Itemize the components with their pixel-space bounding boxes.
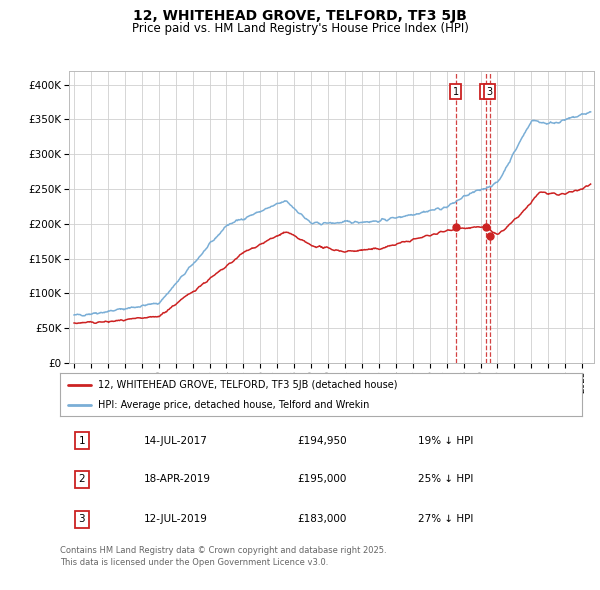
Text: 1: 1 bbox=[79, 435, 85, 445]
Text: £183,000: £183,000 bbox=[298, 514, 347, 525]
Text: Price paid vs. HM Land Registry's House Price Index (HPI): Price paid vs. HM Land Registry's House … bbox=[131, 22, 469, 35]
Text: 12-JUL-2019: 12-JUL-2019 bbox=[143, 514, 208, 525]
Text: This data is licensed under the Open Government Licence v3.0.: This data is licensed under the Open Gov… bbox=[60, 558, 328, 566]
Text: 3: 3 bbox=[487, 87, 493, 97]
Text: 18-APR-2019: 18-APR-2019 bbox=[143, 474, 211, 484]
Text: 3: 3 bbox=[79, 514, 85, 525]
Text: Contains HM Land Registry data © Crown copyright and database right 2025.: Contains HM Land Registry data © Crown c… bbox=[60, 546, 386, 555]
Text: HPI: Average price, detached house, Telford and Wrekin: HPI: Average price, detached house, Telf… bbox=[98, 401, 369, 410]
Text: 2: 2 bbox=[482, 87, 489, 97]
Text: 14-JUL-2017: 14-JUL-2017 bbox=[143, 435, 208, 445]
Text: 12, WHITEHEAD GROVE, TELFORD, TF3 5JB: 12, WHITEHEAD GROVE, TELFORD, TF3 5JB bbox=[133, 9, 467, 23]
Text: £195,000: £195,000 bbox=[298, 474, 347, 484]
Text: 12, WHITEHEAD GROVE, TELFORD, TF3 5JB (detached house): 12, WHITEHEAD GROVE, TELFORD, TF3 5JB (d… bbox=[98, 380, 397, 390]
Text: £194,950: £194,950 bbox=[298, 435, 347, 445]
Text: 2: 2 bbox=[79, 474, 85, 484]
Text: 1: 1 bbox=[453, 87, 459, 97]
Text: 19% ↓ HPI: 19% ↓ HPI bbox=[418, 435, 473, 445]
Text: 25% ↓ HPI: 25% ↓ HPI bbox=[418, 474, 473, 484]
Text: 27% ↓ HPI: 27% ↓ HPI bbox=[418, 514, 473, 525]
